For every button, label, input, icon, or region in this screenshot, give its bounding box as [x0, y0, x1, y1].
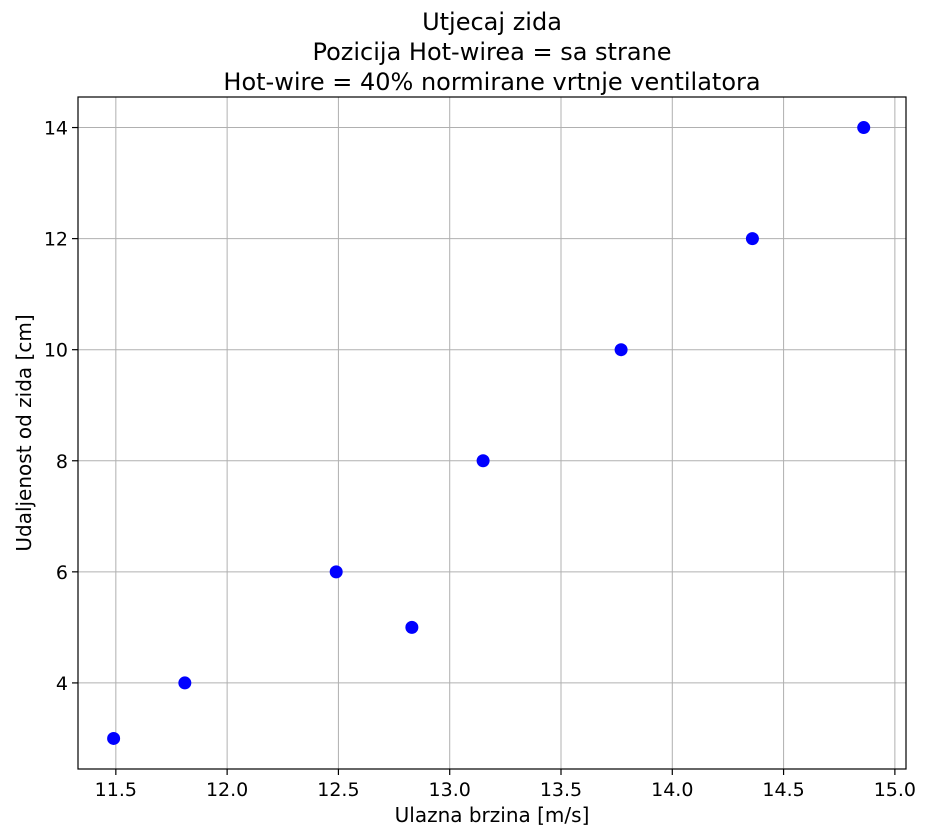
title-line-1: Utjecaj zida: [422, 8, 562, 36]
title-line-3: Hot-wire = 40% normirane vrtnje ventilat…: [223, 68, 760, 96]
y-tick-label: 12: [44, 229, 68, 251]
y-tick-label: 14: [44, 118, 68, 140]
data-point: [745, 232, 759, 246]
data-point: [178, 676, 192, 690]
y-axis-ticks: 4 6 8 10 12 14: [44, 118, 78, 695]
y-tick-label: 6: [56, 562, 68, 584]
x-tick-label: 12.5: [317, 779, 359, 801]
y-tick-label: 8: [56, 451, 68, 473]
x-tick-label: 12.0: [206, 779, 248, 801]
y-tick-label: 10: [44, 340, 68, 362]
x-tick-label: 11.5: [95, 779, 137, 801]
data-point: [614, 343, 628, 357]
data-point: [329, 565, 343, 579]
y-tick-label: 4: [56, 673, 68, 695]
grid-lines: [78, 97, 906, 769]
data-point: [857, 121, 871, 135]
data-point: [405, 620, 419, 634]
x-tick-label: 13.5: [540, 779, 582, 801]
chart-title: Utjecaj zida Pozicija Hot-wirea = sa str…: [223, 8, 760, 96]
data-point: [107, 731, 121, 745]
data-points: [107, 121, 871, 745]
data-point: [476, 454, 490, 468]
x-tick-label: 15.0: [874, 779, 916, 801]
title-line-2: Pozicija Hot-wirea = sa strane: [312, 38, 671, 66]
x-tick-label: 13.0: [429, 779, 471, 801]
x-axis-label: Ulazna brzina [m/s]: [395, 803, 590, 827]
x-axis-ticks: 11.5 12.0 12.5 13.0 13.5 14.0 14.5 15.0: [95, 769, 916, 801]
plot-frame: [77, 96, 907, 770]
x-tick-label: 14.5: [762, 779, 804, 801]
x-tick-label: 14.0: [651, 779, 693, 801]
y-axis-label: Udaljenost od zida [cm]: [12, 314, 36, 551]
